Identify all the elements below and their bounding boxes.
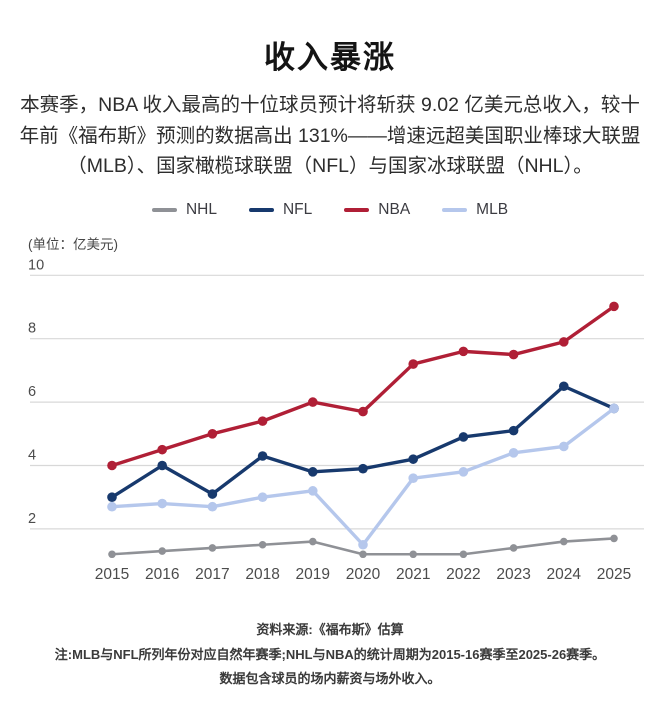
data-point-mlb: [458, 467, 469, 477]
data-point-mlb: [408, 473, 419, 483]
x-tick-label: 2019: [296, 566, 330, 583]
data-point-nba: [107, 460, 117, 471]
data-point-nba: [458, 346, 469, 357]
x-tick-label: 2021: [396, 566, 430, 583]
y-tick-label: 2: [28, 511, 36, 527]
data-point-nfl: [107, 492, 117, 503]
data-point-mlb: [508, 448, 519, 458]
data-point-nfl: [508, 425, 519, 436]
data-point-nba: [508, 349, 519, 360]
data-point-nfl: [559, 381, 569, 392]
data-point-nhl: [359, 550, 367, 559]
legend-label-nhl: NHL: [185, 201, 217, 218]
data-point-nhl: [459, 550, 468, 559]
data-point-nhl: [509, 544, 518, 552]
y-tick-label: 4: [28, 448, 36, 464]
x-tick-label: 2022: [446, 566, 480, 583]
data-point-nhl: [108, 550, 116, 559]
x-tick-label: 2023: [496, 566, 530, 583]
legend-swatch-nhl: [151, 208, 177, 212]
data-point-nfl: [408, 454, 419, 464]
data-point-nfl: [157, 460, 167, 471]
data-point-nba: [308, 397, 318, 407]
data-point-nhl: [208, 544, 217, 552]
page-title: 收入暴涨: [264, 40, 396, 75]
data-point-nhl: [258, 540, 267, 549]
legend-label-nba: NBA: [378, 201, 411, 218]
y-tick-label: 8: [28, 321, 36, 337]
data-point-nba: [207, 429, 218, 439]
x-tick-label: 2018: [245, 566, 279, 583]
data-point-mlb: [207, 501, 218, 512]
data-point-nhl: [610, 534, 618, 543]
data-point-nba: [157, 444, 167, 455]
data-point-nhl: [409, 550, 418, 559]
x-tick-label: 2020: [346, 566, 381, 583]
footnote-1: 注:MLB与NFL所列年份对应自然年赛季;NHL与NBA的统计周期为2015-1…: [54, 647, 606, 662]
data-point-nfl: [207, 489, 218, 499]
data-point-nhl: [158, 547, 166, 555]
x-tick-label: 2024: [547, 566, 582, 583]
legend-item-mlb: MLB: [442, 201, 508, 219]
data-point-nba: [358, 406, 368, 417]
x-tick-label: 2016: [145, 566, 179, 583]
data-point-nba: [559, 337, 569, 347]
intro-paragraph: 本赛季，NBA 收入最高的十位球员预计将斩获 9.02 亿美元总收入，较十年前《…: [19, 94, 641, 177]
series-line-nba: [110, 304, 616, 468]
legend-label-mlb: MLB: [476, 201, 509, 218]
legend-item-nhl: NHL: [151, 201, 217, 219]
legend-swatch-mlb: [442, 208, 468, 212]
data-point-nba: [609, 301, 619, 312]
legend-swatch-nfl: [248, 208, 274, 212]
data-point-nhl: [560, 537, 568, 546]
data-point-mlb: [358, 539, 368, 550]
footnote-2: 数据包含球员的场内薪资与场外收入。: [219, 671, 441, 686]
data-point-mlb: [559, 441, 569, 452]
x-tick-label: 2015: [95, 566, 129, 583]
legend-label-nfl: NFL: [282, 201, 313, 218]
y-axis-unit-label: (单位：亿美元): [28, 237, 118, 252]
data-point-mlb: [157, 498, 167, 509]
data-point-nba: [408, 359, 419, 369]
y-tick-label: 6: [28, 384, 36, 400]
x-tick-label: 2017: [195, 566, 229, 583]
legend-item-nfl: NFL: [248, 201, 313, 219]
data-point-mlb: [609, 403, 619, 414]
data-source: 资料来源:《福布斯》估算: [256, 622, 404, 637]
legend-item-nba: NBA: [344, 201, 410, 219]
revenue-chart: 2 4 6 8 10 2015 2016 2017 2018 2019 2020 2021 2022 20…: [28, 257, 644, 583]
legend: NHL NFL NBA MLB: [0, 201, 660, 219]
data-point-mlb: [308, 486, 318, 496]
data-point-mlb: [107, 501, 117, 512]
data-point-nfl: [257, 451, 268, 461]
data-point-nba: [257, 416, 268, 426]
data-point-mlb: [257, 492, 268, 503]
data-point-nfl: [458, 432, 469, 442]
y-tick-label: 10: [28, 257, 44, 273]
series-line-mlb: [110, 406, 616, 547]
data-point-nfl: [308, 467, 318, 477]
legend-swatch-nba: [344, 208, 370, 212]
x-tick-label: 2025: [597, 566, 631, 583]
data-point-nfl: [358, 463, 368, 474]
data-point-nhl: [309, 537, 317, 546]
